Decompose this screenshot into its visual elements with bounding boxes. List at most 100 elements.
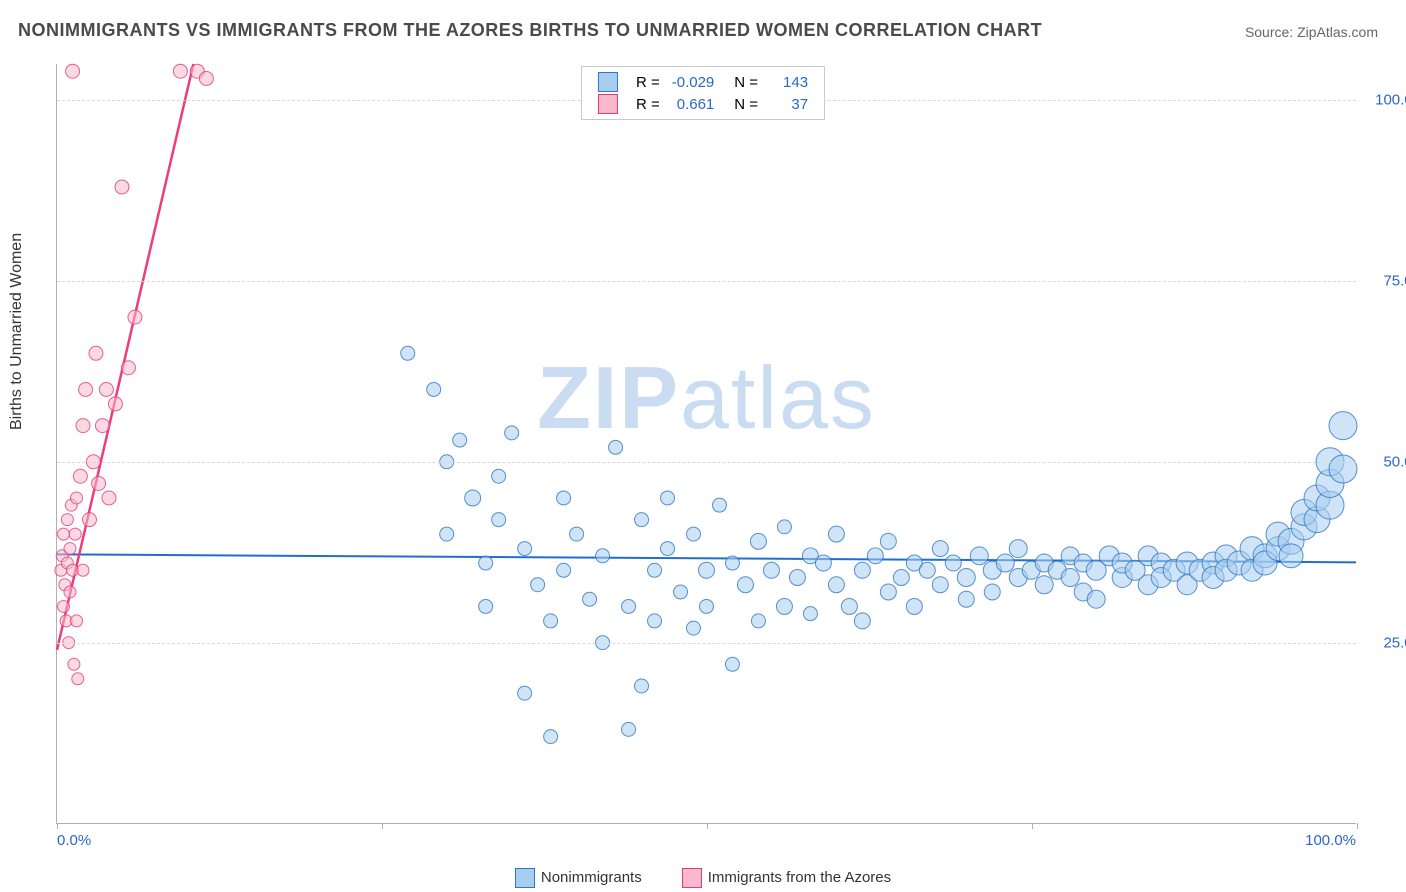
nonimmigrants-point [531,578,545,592]
n-label: N = [720,71,764,93]
azores-point [108,397,122,411]
nonimmigrants-point [661,491,675,505]
nonimmigrants-point [828,526,844,542]
azores-point [69,528,81,540]
nonimmigrants-point [880,533,896,549]
correlation-chart: NONIMMIGRANTS VS IMMIGRANTS FROM THE AZO… [0,0,1406,892]
azores-point [79,382,93,396]
nonimmigrants-point [725,556,739,570]
nonimmigrants-point [557,563,571,577]
x-tick [57,823,58,829]
nonimmigrants-point [776,598,792,614]
nonimmigrants-point [479,599,493,613]
nonimmigrants-point [453,433,467,447]
nonimmigrants-point [815,555,831,571]
nonimmigrants-point [465,490,481,506]
azores-point [66,64,80,78]
y-tick-label: 50.0% [1383,454,1406,471]
nonimmigrants-point [750,533,766,549]
azores-point [128,310,142,324]
azores-point [115,180,129,194]
n-label: N = [720,93,764,115]
n-value: 143 [764,71,814,93]
azores-point [76,419,90,433]
nonimmigrants-point [544,614,558,628]
correlation-stats-legend: R =-0.029N =143R =0.661N =37 [581,66,825,120]
stats-row: R =-0.029N =143 [592,71,814,93]
nonimmigrants-point [712,498,726,512]
azores-point [77,564,89,576]
nonimmigrants-point [763,562,779,578]
x-tick [382,823,383,829]
chart-title: NONIMMIGRANTS VS IMMIGRANTS FROM THE AZO… [18,20,1042,41]
nonimmigrants-point [698,562,714,578]
nonimmigrants-point [984,584,1000,600]
y-axis-label: Births to Unmarried Women [8,233,26,430]
azores-point [102,491,116,505]
nonimmigrants-point [401,346,415,360]
nonimmigrants-point [1279,544,1303,568]
nonimmigrants-point [557,491,571,505]
legend-swatch [515,868,535,888]
nonimmigrants-point [479,556,493,570]
nonimmigrants-point [958,591,974,607]
r-value: 0.661 [666,93,721,115]
legend-label: Immigrants from the Azores [708,869,891,886]
nonimmigrants-point [492,469,506,483]
nonimmigrants-point [622,599,636,613]
azores-point [89,346,103,360]
nonimmigrants-point [635,513,649,527]
azores-point [68,658,80,670]
nonimmigrants-point [789,570,805,586]
nonimmigrants-point [970,547,988,565]
legend-item-nonimmigrants: Nonimmigrants [515,868,642,888]
scatter-svg [57,64,1356,823]
nonimmigrants-point [518,686,532,700]
azores-point [92,476,106,490]
x-tick [1357,823,1358,829]
nonimmigrants-point [1329,455,1357,483]
nonimmigrants-point [841,598,857,614]
legend-item-azores: Immigrants from the Azores [682,868,891,888]
azores-point [72,673,84,685]
nonimmigrants-point [932,541,948,557]
y-tick-label: 75.0% [1383,273,1406,290]
r-label: R = [630,71,666,93]
nonimmigrants-point [957,569,975,587]
nonimmigrants-point [725,657,739,671]
azores-point [57,528,69,540]
r-label: R = [630,93,666,115]
stats-row: R =0.661N =37 [592,93,814,115]
nonimmigrants-point [1035,576,1053,594]
plot-area: ZIPatlas 25.0%50.0%75.0%100.0%0.0%100.0% [56,64,1356,824]
nonimmigrants-point [583,592,597,606]
nonimmigrants-point [828,577,844,593]
nonimmigrants-point [854,562,870,578]
nonimmigrants-point [880,584,896,600]
series-legend: Nonimmigrants Immigrants from the Azores [0,868,1406,888]
nonimmigrants-point [1061,569,1079,587]
x-tick-label: 0.0% [57,832,91,849]
nonimmigrants-point [635,679,649,693]
azores-point [99,382,113,396]
nonimmigrants-point [945,555,961,571]
y-tick-label: 25.0% [1383,635,1406,652]
legend-label: Nonimmigrants [541,869,642,886]
nonimmigrants-point [932,577,948,593]
azores-point [61,514,73,526]
nonimmigrants-point [1009,540,1027,558]
nonimmigrants-point [570,527,584,541]
nonimmigrants-point [518,542,532,556]
gridline [57,462,1356,463]
nonimmigrants-point [505,426,519,440]
nonimmigrants-point [622,722,636,736]
nonimmigrants-point [674,585,688,599]
azores-point [199,71,213,85]
x-tick [707,823,708,829]
azores-point [95,419,109,433]
source-attribution: Source: ZipAtlas.com [1245,24,1378,40]
azores-point [64,543,76,555]
nonimmigrants-point [648,563,662,577]
nonimmigrants-point [893,570,909,586]
nonimmigrants-point [1087,590,1105,608]
